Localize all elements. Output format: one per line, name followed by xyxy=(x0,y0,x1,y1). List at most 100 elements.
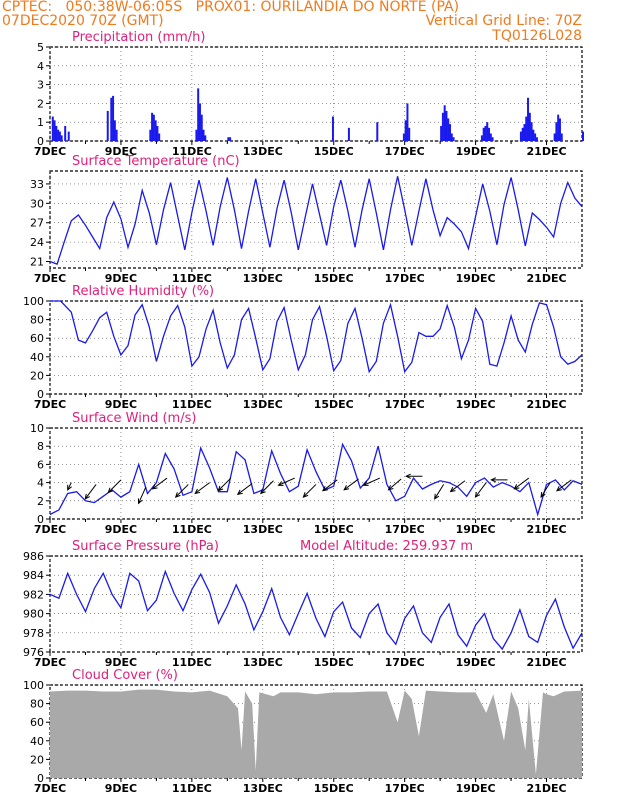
precip-bar xyxy=(229,137,232,141)
precip-bar xyxy=(555,122,558,141)
precip-bar xyxy=(519,131,522,141)
wind-arrow xyxy=(556,479,572,492)
precip-bar xyxy=(408,127,411,141)
x-tick-label: 11DEC xyxy=(172,656,212,669)
x-tick-label: 11DEC xyxy=(172,398,212,411)
x-tick-label: 13DEC xyxy=(243,398,283,411)
wind-arrow xyxy=(514,477,530,490)
wind-arrow xyxy=(152,477,168,490)
x-tick-label: 17DEC xyxy=(385,523,425,536)
y-tick-label: 0 xyxy=(37,513,44,526)
x-tick-label: 19DEC xyxy=(456,398,496,411)
x-tick-label: 9DEC xyxy=(105,272,137,285)
header-vertical-grid: Vertical Grid Line: 70Z xyxy=(425,13,582,29)
y-tick-label: 60 xyxy=(30,332,44,345)
precip-bar xyxy=(440,125,443,141)
precip-bar xyxy=(523,124,526,141)
header-date: 07DEC2020 70Z (GMT) xyxy=(2,13,164,29)
panel-frame-0 xyxy=(49,46,583,142)
wind-arrow-head xyxy=(434,493,440,500)
y-tick-label: 80 xyxy=(30,698,44,711)
x-tick-label: 13DEC xyxy=(243,523,283,536)
precip-bar xyxy=(156,125,159,141)
x-tick-label: 21DEC xyxy=(527,145,567,158)
x-tick-label: 19DEC xyxy=(456,272,496,285)
precip-bar xyxy=(532,129,535,141)
precip-bar xyxy=(151,112,154,141)
precip-bar xyxy=(535,137,538,141)
y-tick-label: 984 xyxy=(23,569,44,582)
wind-arrow xyxy=(322,479,338,492)
y-tick-label: 0 xyxy=(37,135,44,148)
wind-arrow-head xyxy=(405,473,411,479)
x-tick-label: 9DEC xyxy=(105,656,137,669)
x-tick-label: 11DEC xyxy=(172,145,212,158)
wind-arrow-head xyxy=(556,485,562,492)
precip-bar xyxy=(553,133,556,141)
wind-arrow xyxy=(450,480,466,492)
precip-bar xyxy=(158,133,161,141)
y-tick-label: 2 xyxy=(37,495,44,508)
precip-bar xyxy=(402,133,405,141)
precip-bar xyxy=(488,127,491,141)
precip-bar xyxy=(530,122,533,141)
precip-bar xyxy=(534,133,537,141)
wind-arrow-head xyxy=(174,492,181,498)
x-tick-label: 7DEC xyxy=(34,523,66,536)
precip-bar xyxy=(347,127,350,141)
precip-bar xyxy=(202,129,205,141)
precip-bar xyxy=(112,95,115,141)
y-tick-label: 6 xyxy=(37,458,44,471)
y-tick-label: 5 xyxy=(37,41,44,54)
precip-bar xyxy=(527,97,530,141)
precip-bar xyxy=(58,131,61,141)
precip-bar xyxy=(404,120,407,141)
precip-bar xyxy=(489,133,492,141)
precip-bar xyxy=(560,133,563,141)
precip-bar xyxy=(484,125,487,141)
precip-bar xyxy=(558,118,561,141)
wind-arrow xyxy=(237,483,253,495)
y-tick-label: 4 xyxy=(37,477,44,490)
precip-bar xyxy=(482,127,485,141)
wind-arrow xyxy=(278,477,295,486)
x-tick-label: 19DEC xyxy=(456,782,496,795)
y-tick-label: 24 xyxy=(30,236,44,249)
x-tick-label: 21DEC xyxy=(527,656,567,669)
precip-bar xyxy=(204,135,207,141)
wind-arrow xyxy=(260,480,274,494)
x-tick-label: 9DEC xyxy=(105,523,137,536)
x-tick-label: 13DEC xyxy=(243,782,283,795)
x-tick-label: 13DEC xyxy=(243,656,283,669)
x-tick-label: 9DEC xyxy=(105,782,137,795)
panel-frame-3 xyxy=(49,427,583,520)
y-tick-label: 100 xyxy=(23,295,44,308)
wind-arrow-head xyxy=(236,489,243,495)
precip-bar xyxy=(115,129,118,141)
header-station-line: CPTEC: 050:38W-06:05S PROX01: OURILANDIA… xyxy=(2,0,460,15)
panel-title: Surface Wind (m/s) xyxy=(72,411,196,426)
precip-bar xyxy=(110,97,113,141)
panel-title: Surface Temperature (nC) xyxy=(72,154,240,169)
precip-bar xyxy=(106,110,109,141)
wind-arrow-head xyxy=(343,485,350,491)
wind-arrow-head xyxy=(362,481,369,486)
wind-arrow xyxy=(217,477,232,492)
precip-bar xyxy=(450,133,453,141)
wind-arrow xyxy=(343,478,359,491)
y-tick-label: 60 xyxy=(30,716,44,729)
wind-arrow-head xyxy=(137,498,143,505)
wind-arrow xyxy=(303,484,317,498)
series-line xyxy=(49,442,583,517)
wind-arrow xyxy=(540,482,551,498)
series-line xyxy=(49,176,583,265)
x-tick-label: 17DEC xyxy=(385,272,425,285)
precip-bar xyxy=(480,135,483,141)
x-tick-label: 19DEC xyxy=(456,145,496,158)
x-tick-label: 11DEC xyxy=(172,782,212,795)
x-tick-label: 7DEC xyxy=(34,272,66,285)
x-tick-label: 9DEC xyxy=(105,398,137,411)
precip-bar xyxy=(445,110,448,141)
x-tick-label: 7DEC xyxy=(34,782,66,795)
